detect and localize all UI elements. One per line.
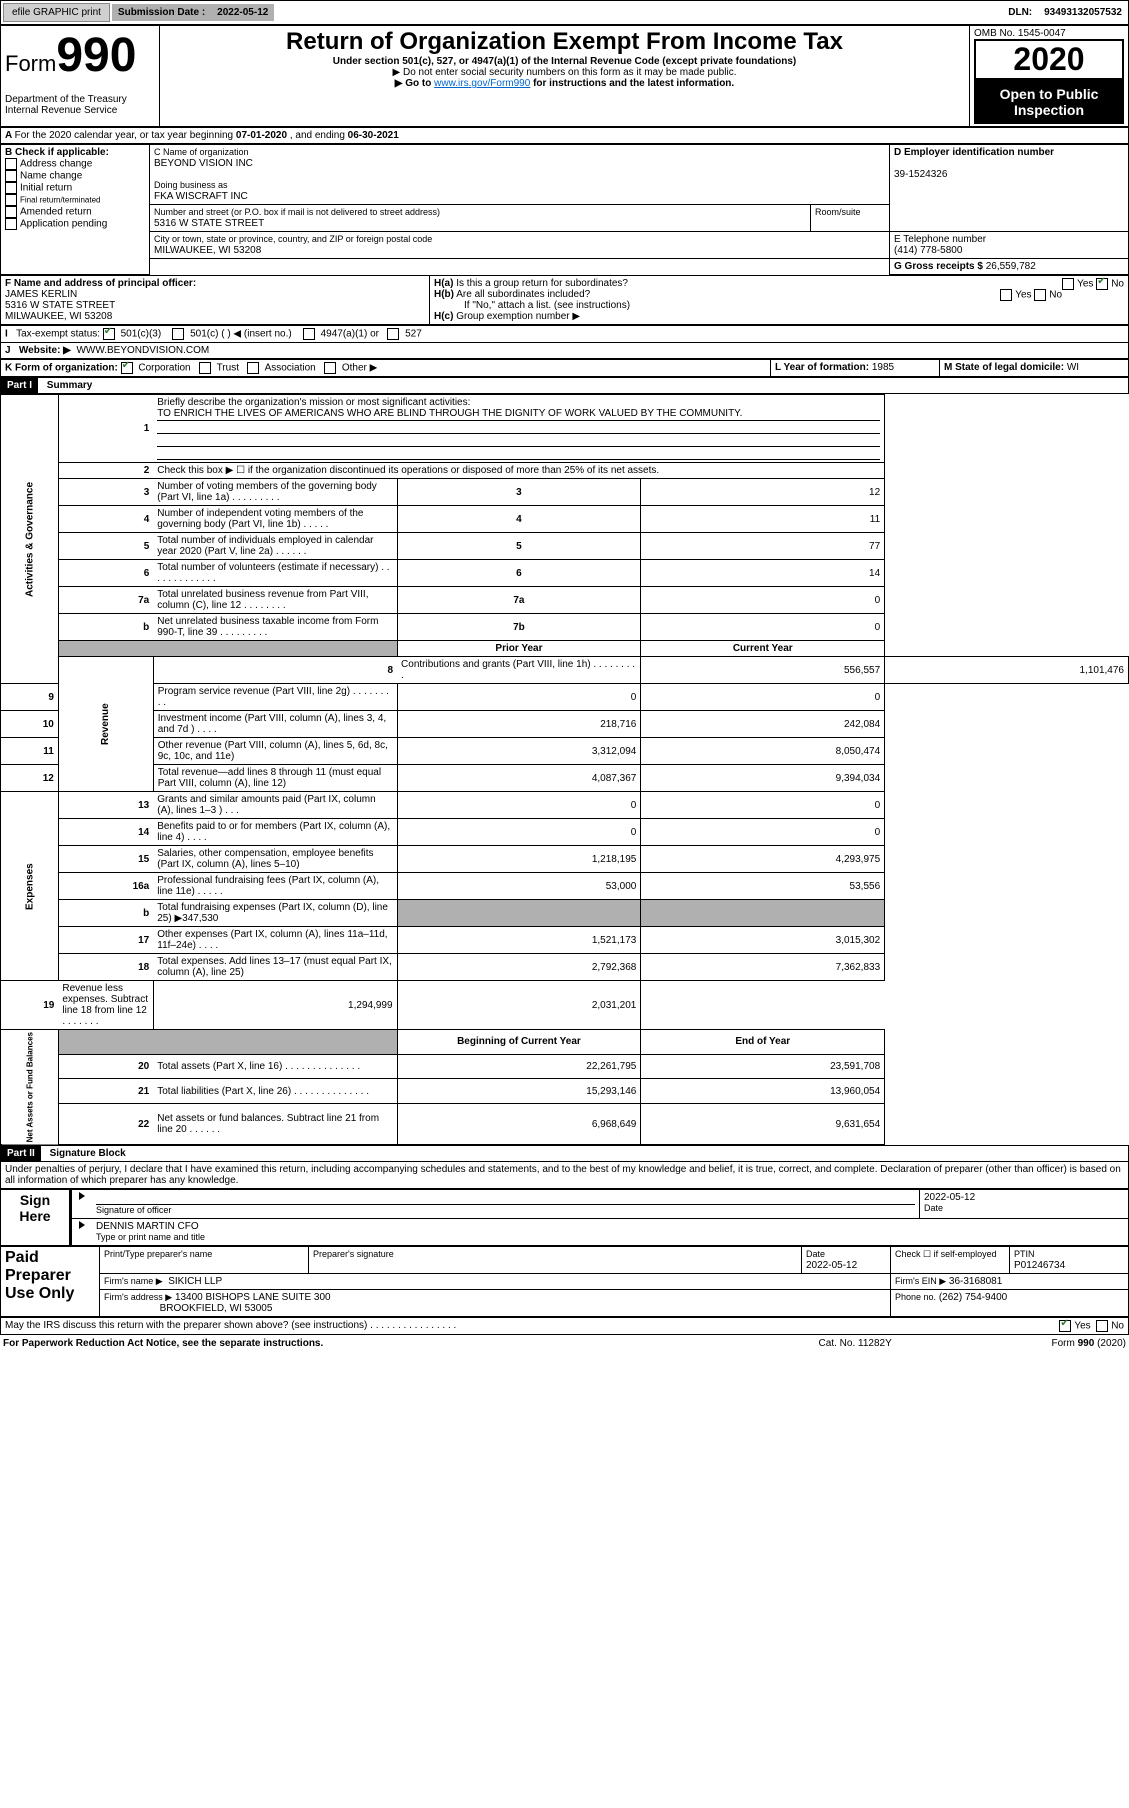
form-word: Form [5,51,56,76]
gov-row: 7aTotal unrelated business revenue from … [1,587,1129,614]
omb-number: OMB No. 1545-0047 [974,28,1124,39]
footer-left: For Paperwork Reduction Act Notice, see … [2,1337,764,1350]
form-number: 990 [56,29,136,82]
exp-row: bTotal fundraising expenses (Part IX, co… [1,900,1129,927]
arrow-icon [79,1221,85,1229]
form-subtitle-2: ▶ Do not enter social security numbers o… [164,67,965,78]
footer-right: Form 990 (2020) [946,1337,1127,1350]
form-header: Form990 Department of the Treasury Inter… [0,25,1129,127]
net-row: 22Net assets or fund balances. Subtract … [1,1103,1129,1145]
section-c-street: Number and street (or P.O. box if mail i… [150,205,811,232]
exp-row: 16aProfessional fundraising fees (Part I… [1,873,1129,900]
form-title: Return of Organization Exempt From Incom… [164,28,965,56]
arrow-icon [79,1192,85,1200]
paid-preparer-label: Paid Preparer Use Only [1,1247,100,1317]
top-toolbar: efile GRAPHIC print Submission Date : 20… [0,0,1129,25]
rev-row: 10Investment income (Part VIII, column (… [1,711,1129,738]
dept-treasury: Department of the Treasury Internal Reve… [5,94,127,116]
part2-title: Signature Block [44,1146,132,1161]
section-d-e: D Employer identification number 39-1524… [890,145,1129,232]
footer-mid: Cat. No. 11282Y [766,1337,944,1350]
part1-bar: Part I [1,378,38,393]
perjury-statement: Under penalties of perjury, I declare th… [0,1162,1129,1189]
section-governance-label: Activities & Governance [1,395,59,684]
section-c-city: City or town, state or province, country… [150,232,890,259]
section-c-name: C Name of organization BEYOND VISION INC… [150,145,890,205]
q2: Check this box ▶ ☐ if the organization d… [153,463,884,479]
dln-value: 93493132057532 [1038,4,1128,21]
section-g: G Gross receipts $ 26,559,782 [890,259,1129,275]
gov-row: bNet unrelated business taxable income f… [1,614,1129,641]
section-h: H(a) Is this a group return for subordin… [430,276,1129,325]
section-i: I Tax-exempt status: 501(c)(3) 501(c) ( … [1,326,1129,343]
section-m: M State of legal domicile: WI [940,360,1129,377]
section-k: K Form of organization: Corporation Trus… [1,360,771,377]
net-row: 20Total assets (Part X, line 16) . . . .… [1,1054,1129,1079]
section-revenue-label: Revenue [58,657,153,792]
exp-row: 15Salaries, other compensation, employee… [1,846,1129,873]
net-row: 21Total liabilities (Part X, line 26) . … [1,1079,1129,1104]
gov-row: 5Total number of individuals employed in… [1,533,1129,560]
gov-row: 6Total number of volunteers (estimate if… [1,560,1129,587]
sign-here-label: Sign Here [1,1190,71,1246]
room-suite: Room/suite [811,205,890,232]
gov-row: 3Number of voting members of the governi… [1,479,1129,506]
rev-row: 9Program service revenue (Part VIII, lin… [1,684,1129,711]
section-f: F Name and address of principal officer:… [1,276,430,325]
exp-row: 14Benefits paid to or for members (Part … [1,819,1129,846]
rev-row: 11Other revenue (Part VIII, column (A), … [1,738,1129,765]
part2-bar: Part II [1,1146,41,1161]
open-to-public: Open to Public Inspection [974,80,1124,124]
section-b: B Check if applicable: Address change Na… [1,145,150,275]
section-netassets-label: Net Assets or Fund Balances [1,1030,59,1145]
part1-title: Summary [41,378,99,393]
exp-row: 17Other expenses (Part IX, column (A), l… [1,927,1129,954]
line-a: A For the 2020 calendar year, or tax yea… [1,128,1129,144]
rev-row: 12Total revenue—add lines 8 through 11 (… [1,765,1129,792]
efile-print-button[interactable]: efile GRAPHIC print [3,3,110,22]
section-l: L Year of formation: 1985 [771,360,940,377]
form-subtitle-1: Under section 501(c), 527, or 4947(a)(1)… [164,56,965,67]
submission-date-label: Submission Date : [112,4,211,21]
form-subtitle-3: ▶ Go to www.irs.gov/Form990 for instruct… [164,78,965,89]
irs-link[interactable]: www.irs.gov/Form990 [434,78,530,89]
gov-row: 4Number of independent voting members of… [1,506,1129,533]
q1: Briefly describe the organization's miss… [153,395,884,463]
section-expenses-label: Expenses [1,792,59,981]
dln-label: DLN: [1002,4,1038,21]
section-e: E Telephone number (414) 778-5800 [890,232,1129,259]
section-j: J Website: ▶ WWW.BEYONDVISION.COM [1,343,1129,359]
exp-row: 18Total expenses. Add lines 13–17 (must … [1,954,1129,981]
discuss-question: May the IRS discuss this return with the… [1,1318,1129,1335]
submission-date: 2022-05-12 [211,4,274,21]
tax-year: 2020 [974,39,1124,80]
